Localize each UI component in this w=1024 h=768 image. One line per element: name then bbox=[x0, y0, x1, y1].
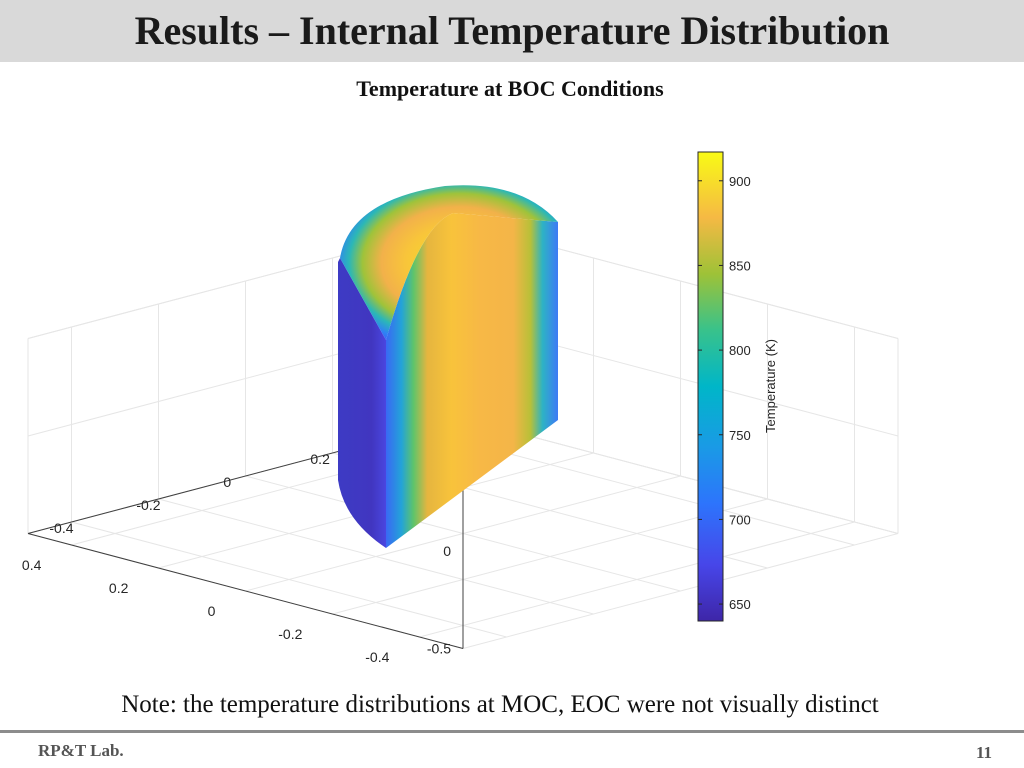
x-tick-label: 0 bbox=[208, 603, 216, 619]
x-tick-label: 0.4 bbox=[22, 557, 42, 573]
temperature-solid bbox=[338, 185, 558, 548]
z-tick-label: -0.5 bbox=[427, 641, 451, 657]
y-tick-label: -0.2 bbox=[136, 497, 160, 513]
axis-ticks: -0.500.5-0.4-0.200.20.4-0.4-0.200.20.4 bbox=[22, 428, 451, 665]
colorbar bbox=[697, 151, 724, 622]
x-tick-label: -0.4 bbox=[365, 649, 389, 665]
x-tick-label: 0.2 bbox=[109, 580, 129, 596]
grid-line bbox=[462, 418, 899, 534]
footnote: Note: the temperature distributions at M… bbox=[121, 691, 879, 718]
top-face bbox=[340, 185, 558, 340]
y-tick-label: -0.4 bbox=[49, 520, 73, 536]
outer-side-face bbox=[338, 258, 386, 548]
page-number: 11 bbox=[975, 743, 992, 762]
colorbar-tick-label: 700 bbox=[729, 512, 751, 527]
z-tick-label: 0 bbox=[443, 543, 451, 559]
grid-line bbox=[71, 521, 507, 638]
slide-title: Results – Internal Temperature Distribut… bbox=[134, 8, 890, 53]
y-tick-label: 0.2 bbox=[310, 451, 330, 467]
colorbar-tick-label: 750 bbox=[729, 428, 751, 443]
y-tick-label: 0 bbox=[223, 474, 231, 490]
colorbar-tick-label: 900 bbox=[729, 174, 751, 189]
footer-rule bbox=[0, 730, 1024, 733]
colorbar-tick-label: 650 bbox=[729, 597, 751, 612]
colorbar-ticks: 650 700 750 800 850 900 bbox=[698, 174, 751, 612]
x-axis-line bbox=[27, 533, 464, 649]
colorbar-tick-label: 800 bbox=[729, 343, 751, 358]
chart-title: Temperature at BOC Conditions bbox=[356, 76, 664, 101]
cut-face bbox=[386, 213, 558, 548]
colorbar-label: Temperature (K) bbox=[763, 339, 778, 433]
footer-lab-name: RP&T Lab. bbox=[38, 741, 124, 760]
grid-line bbox=[158, 498, 594, 615]
title-bar bbox=[0, 0, 1024, 62]
colorbar-tick-label: 850 bbox=[729, 258, 751, 273]
x-tick-label: -0.2 bbox=[278, 626, 302, 642]
